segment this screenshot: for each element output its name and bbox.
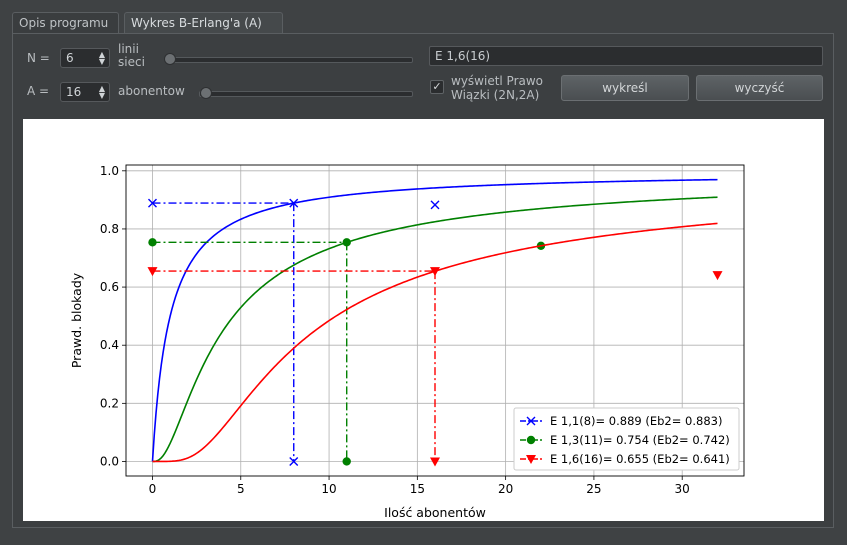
bundle-law-label: wyświetl Prawo Wiązki (2N,2A) (451, 74, 544, 102)
x-tick-label: 10 (321, 482, 336, 496)
legend-box (513, 407, 740, 471)
data-point-3 (430, 267, 440, 277)
checkmark-icon: ✓ (432, 80, 442, 93)
a-unit-label: abonentow (118, 84, 185, 98)
tab-b-erlang-chart[interactable]: Wykres B-Erlang'a (A) (124, 12, 283, 33)
spinner-arrows-icon[interactable]: ▲ ▼ (98, 84, 105, 100)
y-tick-label: 0.8 (100, 222, 119, 236)
data-point-1 (430, 200, 440, 210)
data-point-1 (289, 198, 299, 208)
y-tick-label: 0.2 (100, 396, 119, 410)
clear-button[interactable]: wyczyść (696, 75, 823, 101)
y-tick-label: 1.0 (100, 164, 119, 178)
n-value: 6 (66, 51, 74, 65)
a-slider-thumb[interactable] (200, 87, 212, 99)
y-axis-label: Prawd. blokady (69, 272, 84, 368)
x-tick-label: 20 (498, 482, 513, 496)
x-tick-label: 30 (675, 482, 690, 496)
legend-marker-3 (526, 455, 536, 464)
data-point-2 (342, 238, 351, 247)
x-tick-label: 5 (237, 482, 245, 496)
y-tick-label: 0.6 (100, 280, 119, 294)
n-label: N = (27, 51, 50, 65)
series-curve-2 (152, 196, 718, 463)
x-tick-label: 0 (149, 482, 157, 496)
legend-marker-1 (526, 416, 536, 426)
main-panel: N = 6 ▲ ▼ linii sieci A = 16 ▲ ▼ abonentow… (12, 33, 834, 528)
a-label: A = (27, 84, 50, 98)
axes-frame (125, 164, 745, 477)
a-value: 16 (66, 85, 82, 99)
tab-program-description[interactable]: Opis programu (12, 12, 119, 33)
erlang-chart: 0 5 10 15 20 25 30 0.0 0.2 0.4 0.6 0.8 1.0 Ilość abon… (69, 164, 745, 520)
data-point-3 (430, 457, 440, 467)
n-unit-label: linii sieci (118, 42, 145, 69)
legend-label-1: E 1,1(8)= 0.889 (Eb2= 0.883) (550, 414, 722, 428)
result-field[interactable]: E 1,6(16) (429, 46, 823, 66)
legend-label-3: E 1,6(16)= 0.655 (Eb2= 0.641) (550, 452, 730, 466)
x-tick-label: 25 (586, 482, 601, 496)
legend-label-2: E 1,3(11)= 0.754 (Eb2= 0.742) (550, 433, 730, 447)
y-tick-label: 0.4 (100, 338, 119, 352)
data-point-3 (147, 267, 158, 277)
series-curve-1 (151, 178, 718, 462)
spinner-arrows-icon[interactable]: ▲ ▼ (98, 50, 105, 66)
plot-button[interactable]: wykreśl (561, 75, 689, 101)
data-point-1 (289, 456, 299, 466)
n-spinner[interactable]: 6 ▲ ▼ (60, 48, 110, 68)
data-point-3 (712, 271, 723, 281)
x-tick-label: 15 (410, 482, 425, 496)
a-spinner[interactable]: 16 ▲ ▼ (60, 82, 110, 102)
chart-area: 0 5 10 15 20 25 30 0.0 0.2 0.4 0.6 0.8 1.0 Ilość abon… (23, 119, 824, 521)
y-tick-label: 0.0 (100, 454, 119, 468)
data-point-1 (147, 198, 157, 208)
a-slider-track[interactable] (199, 91, 413, 97)
n-slider-thumb[interactable] (164, 53, 176, 65)
data-point-2 (148, 238, 157, 247)
data-point-2 (342, 457, 351, 466)
legend-marker-2 (526, 435, 536, 445)
bundle-law-checkbox[interactable]: ✓ (430, 80, 444, 94)
x-axis-label: Ilość abonentów (384, 505, 486, 520)
n-slider-track[interactable] (165, 57, 413, 63)
